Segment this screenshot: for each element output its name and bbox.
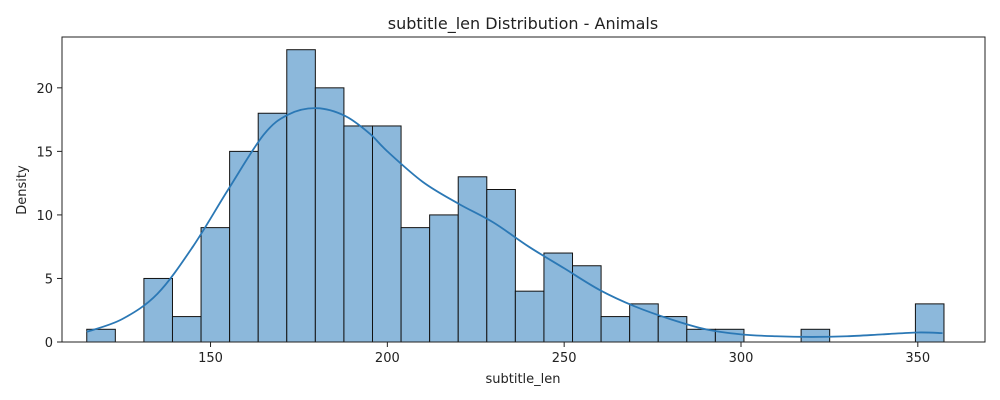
histogram-bar bbox=[343, 125, 373, 343]
histogram-bar bbox=[800, 328, 831, 343]
histogram-bar bbox=[143, 277, 173, 343]
x-tick-label: 300 bbox=[729, 351, 754, 366]
y-axis-label: Density bbox=[15, 165, 30, 215]
histogram-bar bbox=[429, 214, 459, 343]
histogram-bars bbox=[86, 49, 945, 343]
histogram-bar bbox=[914, 303, 945, 343]
x-axis-ticks: 150 200 250 300 350 bbox=[198, 342, 930, 366]
x-axis-label: subtitle_len bbox=[485, 372, 560, 387]
x-tick-label: 200 bbox=[375, 351, 400, 366]
y-axis-ticks: 0 5 10 15 20 bbox=[36, 82, 62, 351]
histogram-bar bbox=[514, 290, 545, 343]
histogram-bar bbox=[229, 150, 259, 343]
histogram-bar bbox=[486, 189, 516, 343]
histogram-bar bbox=[314, 87, 345, 343]
x-tick-label: 350 bbox=[905, 351, 930, 366]
x-tick-label: 150 bbox=[198, 351, 223, 366]
histogram-bar bbox=[200, 227, 231, 343]
y-tick-label: 10 bbox=[36, 209, 53, 224]
kde-curve bbox=[86, 107, 943, 338]
plot-frame bbox=[61, 36, 986, 343]
histogram-bar bbox=[371, 125, 402, 343]
histogram-bar bbox=[457, 176, 488, 343]
y-tick-label: 5 bbox=[45, 272, 53, 287]
histogram-bar bbox=[257, 112, 288, 343]
x-tick-label: 250 bbox=[552, 351, 577, 366]
histogram-bar bbox=[572, 265, 602, 343]
histogram-bar bbox=[600, 316, 631, 343]
chart-title: subtitle_len Distribution - Animals bbox=[388, 14, 658, 34]
histogram-bar bbox=[286, 49, 316, 343]
y-tick-label: 15 bbox=[36, 145, 53, 160]
histogram-bar bbox=[400, 227, 431, 343]
histogram-bar bbox=[543, 252, 574, 343]
y-tick-label: 20 bbox=[36, 82, 53, 97]
kde-line bbox=[86, 107, 943, 338]
y-tick-label: 0 bbox=[45, 336, 53, 351]
histogram-bar bbox=[171, 316, 202, 343]
